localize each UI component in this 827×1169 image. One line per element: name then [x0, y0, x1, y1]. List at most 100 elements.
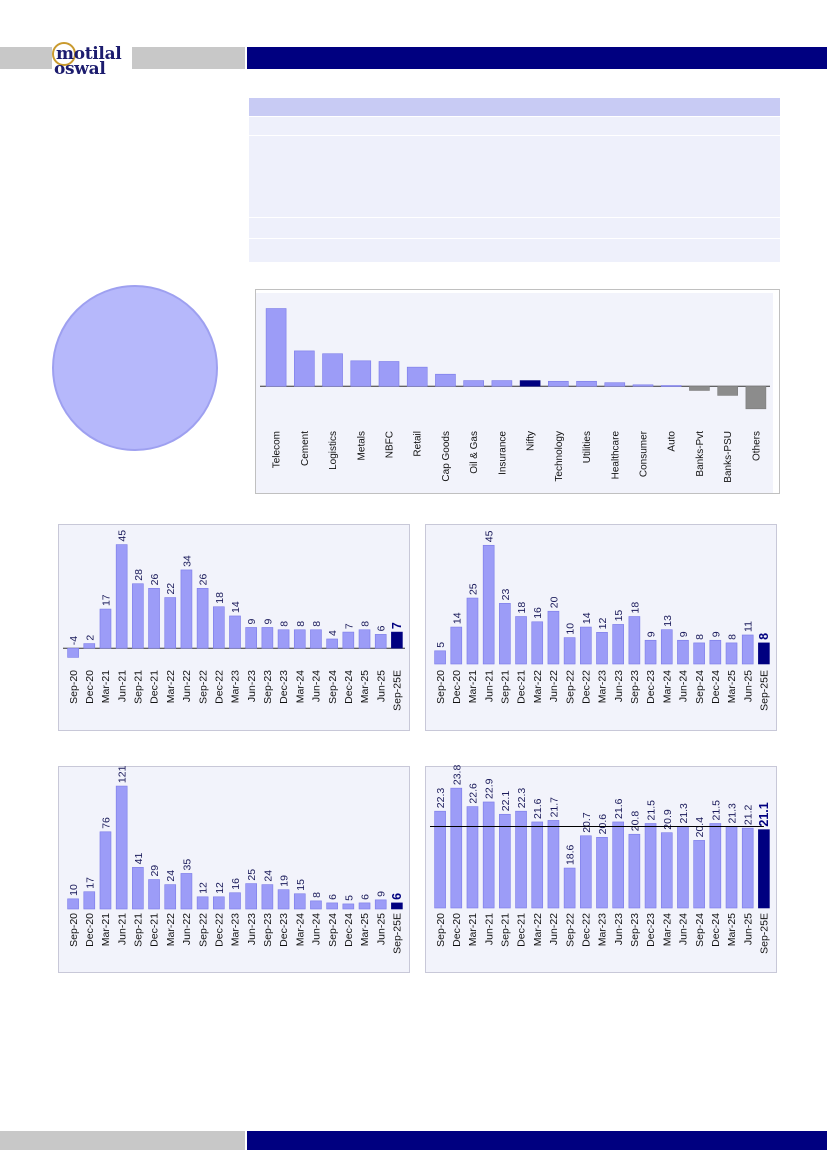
chart_a-value-label: 2	[84, 635, 96, 641]
chart_d-category-label: Jun-24	[678, 913, 690, 945]
chart_b-category-label: Jun-22	[548, 670, 560, 702]
chart_c-category-label: Jun-22	[181, 913, 193, 945]
chart_d-value-label: 22.9	[484, 778, 496, 799]
chart_c-value-label: 24	[165, 870, 177, 882]
chart_c-bar	[99, 831, 112, 910]
chart_a-bar	[293, 629, 306, 649]
chart_d-bar	[563, 867, 576, 909]
chart_a-category-label: Sep-25E	[392, 670, 404, 711]
chart_a-value-label: 7	[390, 622, 404, 629]
chart_a-value-label: 6	[376, 625, 388, 631]
chart_d-category-label: Dec-23	[645, 913, 657, 947]
chart_a-bar	[148, 588, 160, 649]
sector_growth-bar	[660, 385, 682, 387]
chart_b-value-label: 12	[597, 618, 609, 630]
chart_b-bar	[725, 642, 738, 665]
chart_b-bar	[628, 616, 641, 665]
chart_d-value-label: 22.3	[435, 788, 447, 809]
chart_b-value-label: 11	[743, 621, 755, 632]
sector-chart-frame	[255, 289, 780, 494]
chart_a-bar	[342, 631, 355, 649]
chart_d-bar	[644, 823, 657, 909]
sector_growth-bar	[350, 360, 372, 387]
sector_growth-bar	[548, 380, 569, 387]
chart_a-value-label: 8	[295, 621, 307, 627]
sector_growth-category-label: Insurance	[497, 431, 508, 475]
chart_b-value-label: 45	[484, 530, 496, 542]
chart_b-category-label: Mar-25	[726, 670, 738, 703]
chart_a-category-label: Mar-23	[230, 670, 242, 703]
chart_c-bar	[310, 900, 322, 910]
chart_d-bar	[482, 801, 495, 909]
chart_a-value-label: 22	[165, 583, 177, 595]
chart_d-value-label: 21.5	[710, 800, 722, 821]
chart_c-bar	[229, 892, 241, 910]
chart_d-value-label: 21.7	[548, 797, 560, 818]
chart_a-value-label: 8	[311, 621, 323, 627]
chart_b-category-label: Dec-22	[580, 670, 592, 704]
chart_c-category-label: Sep-21	[133, 913, 145, 947]
logo-line2: oswal	[54, 59, 106, 79]
chart_d-value-label: 21.6	[532, 798, 544, 819]
chart_b-category-label: Mar-23	[597, 670, 609, 703]
chart_d-category-label: Dec-24	[710, 913, 722, 947]
chart_b-category-label: Mar-22	[532, 670, 544, 703]
chart_a-category-label: Sep-24	[327, 670, 339, 704]
sector_growth-category-label: Auto	[667, 431, 678, 452]
chart_a-category-label: Sep-21	[133, 670, 145, 704]
chart_c-value-label: 24	[262, 870, 274, 882]
sector_growth-category-label: Utilities	[582, 431, 593, 463]
chart_d-bar	[628, 833, 641, 909]
header-band-right	[247, 47, 827, 69]
chart_d-value-label: 20.4	[694, 817, 706, 838]
chart_b-bar	[677, 639, 689, 665]
chart_a-category-label: Jun-25	[375, 670, 387, 702]
chart_c-value-label: 12	[214, 882, 226, 894]
chart_c-category-label: Mar-21	[100, 913, 112, 946]
chart_b-value-label: 14	[451, 612, 463, 624]
chart_d-bar	[709, 823, 722, 909]
chart_c-category-label: Mar-25	[359, 913, 371, 946]
table-row	[249, 238, 780, 262]
sector_growth-bar	[406, 366, 428, 387]
chart_a-category-label: Mar-22	[165, 670, 177, 703]
chart_a-category-label: Dec-23	[278, 670, 290, 704]
chart_b-value-label: 16	[532, 607, 544, 619]
chart_d-bar	[660, 832, 673, 909]
chart_d-value-label: 23.8	[451, 765, 463, 786]
sector_growth-category-label: Healthcare	[610, 431, 621, 480]
table-row	[249, 116, 780, 135]
chart_d-category-label: Sep-21	[500, 913, 512, 947]
chart_d-bar	[531, 821, 544, 909]
chart_b-category-label: Sep-23	[629, 670, 641, 704]
chart_d-bar	[725, 826, 738, 909]
chart_a-category-label: Dec-22	[213, 670, 225, 704]
chart_b-category-label: Sep-21	[500, 670, 512, 704]
chart_a-bar	[391, 631, 403, 649]
sector_growth-bar	[604, 382, 626, 387]
chart_a-value-label: 14	[230, 601, 242, 613]
sector_growth-bar	[491, 380, 513, 387]
chart_b-category-label: Dec-20	[451, 670, 463, 704]
chart_b-bar	[660, 629, 673, 665]
chart_a-value-label: 4	[327, 630, 339, 636]
table-row	[249, 217, 780, 238]
chart_b-category-label: Sep-25E	[759, 670, 771, 711]
chart_c-value-label: 29	[149, 865, 161, 877]
chart_c-category-label: Sep-25E	[392, 913, 404, 954]
chart_b-bar	[612, 624, 624, 665]
chart_a-bar	[213, 606, 225, 649]
chart_a-bar	[180, 569, 193, 649]
chart_c-value-label: 6	[360, 894, 372, 900]
chart_d-value-label: 22.6	[467, 783, 479, 804]
chart_b-value-label: 5	[435, 642, 447, 648]
chart_a-bar	[358, 629, 371, 649]
chart_d-bar	[450, 787, 463, 909]
chart_a-bar	[261, 627, 274, 649]
chart_a-bar	[196, 588, 209, 649]
chart_c-category-label: Sep-23	[262, 913, 274, 947]
sector_growth-category-label: Banks-PSU	[723, 431, 734, 483]
chart_d-bar	[612, 821, 624, 909]
chart_b-value-label: 8	[727, 634, 739, 640]
chart_c-bar	[261, 884, 274, 910]
